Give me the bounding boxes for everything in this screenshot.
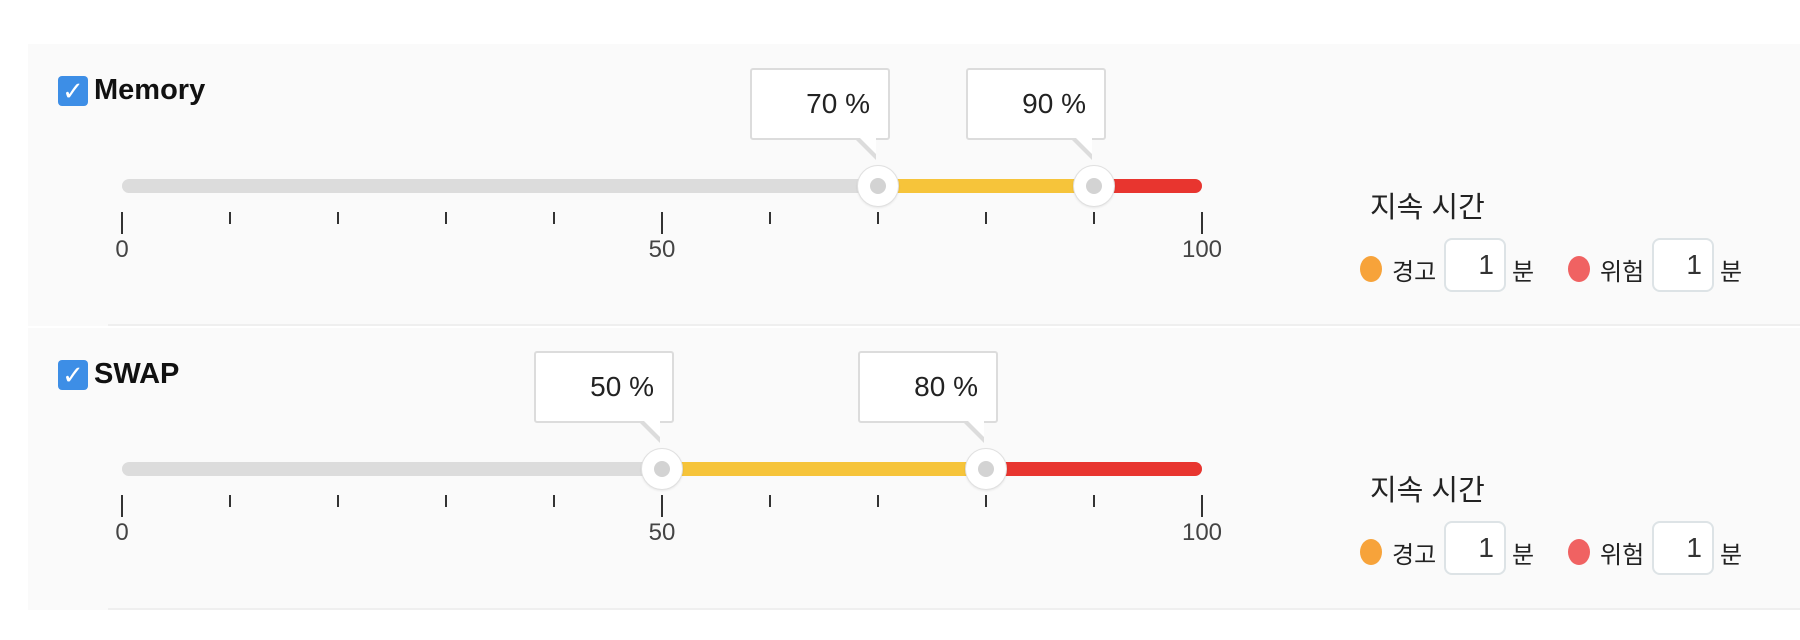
memory-warning-handle[interactable] <box>857 165 899 207</box>
swap-critical-duration-input[interactable] <box>1652 521 1714 575</box>
swap-critical-handle[interactable] <box>965 448 1007 490</box>
memory-warning-unit: 분 <box>1512 259 1535 286</box>
tick-label: 100 <box>1181 236 1223 263</box>
tick-mark <box>553 212 555 224</box>
memory-critical-duration-input[interactable] <box>1652 238 1714 292</box>
tick-mark <box>445 212 447 224</box>
memory-duration-title: 지속 시간 <box>1370 192 1485 224</box>
swap-warning-range <box>662 462 986 476</box>
memory-warning-duration-input[interactable] <box>1444 238 1506 292</box>
panel-divider <box>108 324 1800 326</box>
memory-critical-value: 90 % <box>1022 88 1086 119</box>
tick-mark <box>661 212 663 234</box>
tick-mark <box>229 495 231 507</box>
slider-handle-icon <box>870 178 886 194</box>
tick-label: 50 <box>648 236 676 263</box>
tick-mark <box>337 212 339 224</box>
memory-critical-tooltip: 90 % <box>966 68 1106 140</box>
swap-warning-label: 경고 <box>1392 542 1437 569</box>
memory-critical-handle[interactable] <box>1073 165 1115 207</box>
memory-slider-track[interactable] <box>122 179 1202 193</box>
tooltip-pointer <box>641 418 660 437</box>
tick-mark <box>769 212 771 224</box>
swap-warning-tooltip: 50 % <box>534 351 674 423</box>
tooltip-pointer <box>1073 135 1092 154</box>
memory-critical-unit: 분 <box>1720 259 1743 286</box>
memory-title: Memory <box>94 74 206 106</box>
tick-mark <box>985 495 987 507</box>
tick-mark <box>1201 495 1203 517</box>
tick-mark <box>1093 212 1095 224</box>
tick-label: 0 <box>115 236 129 263</box>
tick-mark <box>877 495 879 507</box>
tick-label: 100 <box>1181 519 1223 546</box>
memory-warning-label: 경고 <box>1392 259 1437 286</box>
swap-critical-range <box>986 462 1202 476</box>
tick-label: 50 <box>648 519 676 546</box>
panel-divider <box>108 608 1800 610</box>
check-icon: ✓ <box>62 76 84 106</box>
swap-title: SWAP <box>94 358 180 390</box>
memory-warning-value: 70 % <box>806 88 870 119</box>
slider-handle-icon <box>654 461 670 477</box>
memory-checkbox[interactable]: ✓ <box>58 76 88 106</box>
slider-handle-icon <box>1086 178 1102 194</box>
slider-handle-icon <box>978 461 994 477</box>
swap-critical-unit: 분 <box>1720 542 1743 569</box>
swap-warning-handle[interactable] <box>641 448 683 490</box>
swap-section: ✓ SWAP 50 % 80 % 지속 시간 경고 분 위험 분 0 50 100 <box>0 283 1800 610</box>
memory-warning-range <box>878 179 1094 193</box>
swap-critical-label: 위험 <box>1600 542 1645 569</box>
swap-critical-value: 80 % <box>914 371 978 402</box>
memory-critical-range <box>1094 179 1202 193</box>
swap-critical-tooltip: 80 % <box>858 351 998 423</box>
tick-mark <box>121 212 123 234</box>
tooltip-pointer <box>965 418 984 437</box>
tick-mark <box>229 212 231 224</box>
critical-dot-icon <box>1568 256 1590 282</box>
memory-warning-tooltip: 70 % <box>750 68 890 140</box>
memory-section: ✓ Memory 70 % 90 % 지속 시간 경고 분 위험 분 0 50 10… <box>0 0 1800 326</box>
tick-label: 0 <box>115 519 129 546</box>
tick-mark <box>337 495 339 507</box>
tick-mark <box>445 495 447 507</box>
tick-mark <box>661 495 663 517</box>
tooltip-pointer <box>857 135 876 154</box>
warning-dot-icon <box>1360 539 1382 565</box>
tick-mark <box>769 495 771 507</box>
swap-warning-unit: 분 <box>1512 542 1535 569</box>
swap-warning-value: 50 % <box>590 371 654 402</box>
tick-mark <box>877 212 879 224</box>
swap-checkbox[interactable]: ✓ <box>58 360 88 390</box>
tick-mark <box>1093 495 1095 507</box>
swap-warning-duration-input[interactable] <box>1444 521 1506 575</box>
swap-duration-title: 지속 시간 <box>1370 475 1485 507</box>
tick-mark <box>553 495 555 507</box>
tick-mark <box>985 212 987 224</box>
tick-mark <box>121 495 123 517</box>
memory-critical-label: 위험 <box>1600 259 1645 286</box>
tick-mark <box>1201 212 1203 234</box>
warning-dot-icon <box>1360 256 1382 282</box>
critical-dot-icon <box>1568 539 1590 565</box>
check-icon: ✓ <box>62 360 84 390</box>
